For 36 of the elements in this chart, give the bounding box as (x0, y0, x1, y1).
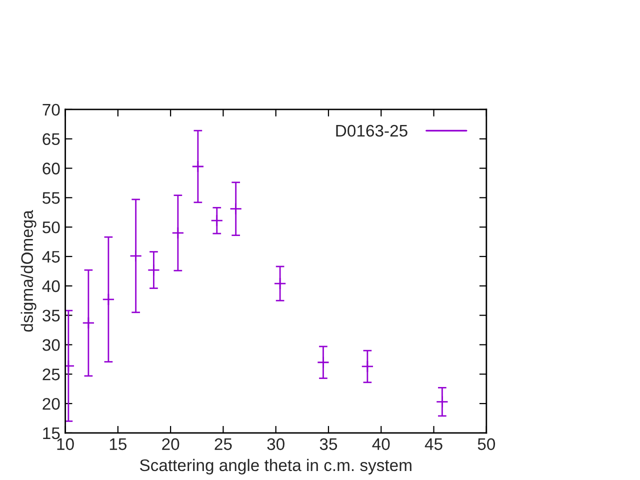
point (230, 202, 242, 216)
x-tick-label: 15 (110, 438, 126, 450)
y-tick-label: 20 (42, 398, 60, 410)
y-axis-title: dsigma/dOmega (20, 210, 36, 332)
x-tick-label: 25 (214, 438, 232, 450)
x-axis-title: Scattering angle theta in c.m. system (140, 458, 412, 474)
x-tick-label: 20 (162, 438, 180, 450)
point (316, 356, 330, 369)
y-tick-label: 45 (42, 251, 60, 263)
y-tick-label: 40 (42, 280, 60, 292)
y-tick-label: 50 (42, 221, 60, 234)
y-tick-label: 15 (43, 428, 60, 440)
y-tick-label: 70 (42, 104, 60, 116)
legend-label: D0163-25 (336, 124, 408, 137)
x-tick-label: 10 (57, 438, 74, 450)
x-tick-label: 30 (267, 438, 284, 450)
point (192, 160, 204, 173)
y-tick-label: 60 (42, 162, 60, 174)
x-tick-label: 40 (372, 438, 390, 450)
y-tick-label: 55 (42, 192, 60, 204)
point (210, 214, 224, 227)
x-tick-label: 35 (320, 438, 338, 450)
point (147, 264, 160, 276)
x-tick-label: 50 (478, 438, 496, 450)
point (82, 316, 95, 330)
y-tick-label: 65 (42, 133, 60, 146)
y-tick-label: 35 (42, 310, 60, 322)
y-tick-label: 30 (42, 339, 60, 351)
point (436, 396, 448, 408)
y-tick-label: 25 (42, 368, 60, 380)
x-tick-label: 45 (424, 438, 442, 450)
point (102, 293, 115, 306)
point (172, 226, 184, 240)
point (361, 360, 374, 373)
point (130, 250, 142, 262)
point (274, 277, 286, 290)
